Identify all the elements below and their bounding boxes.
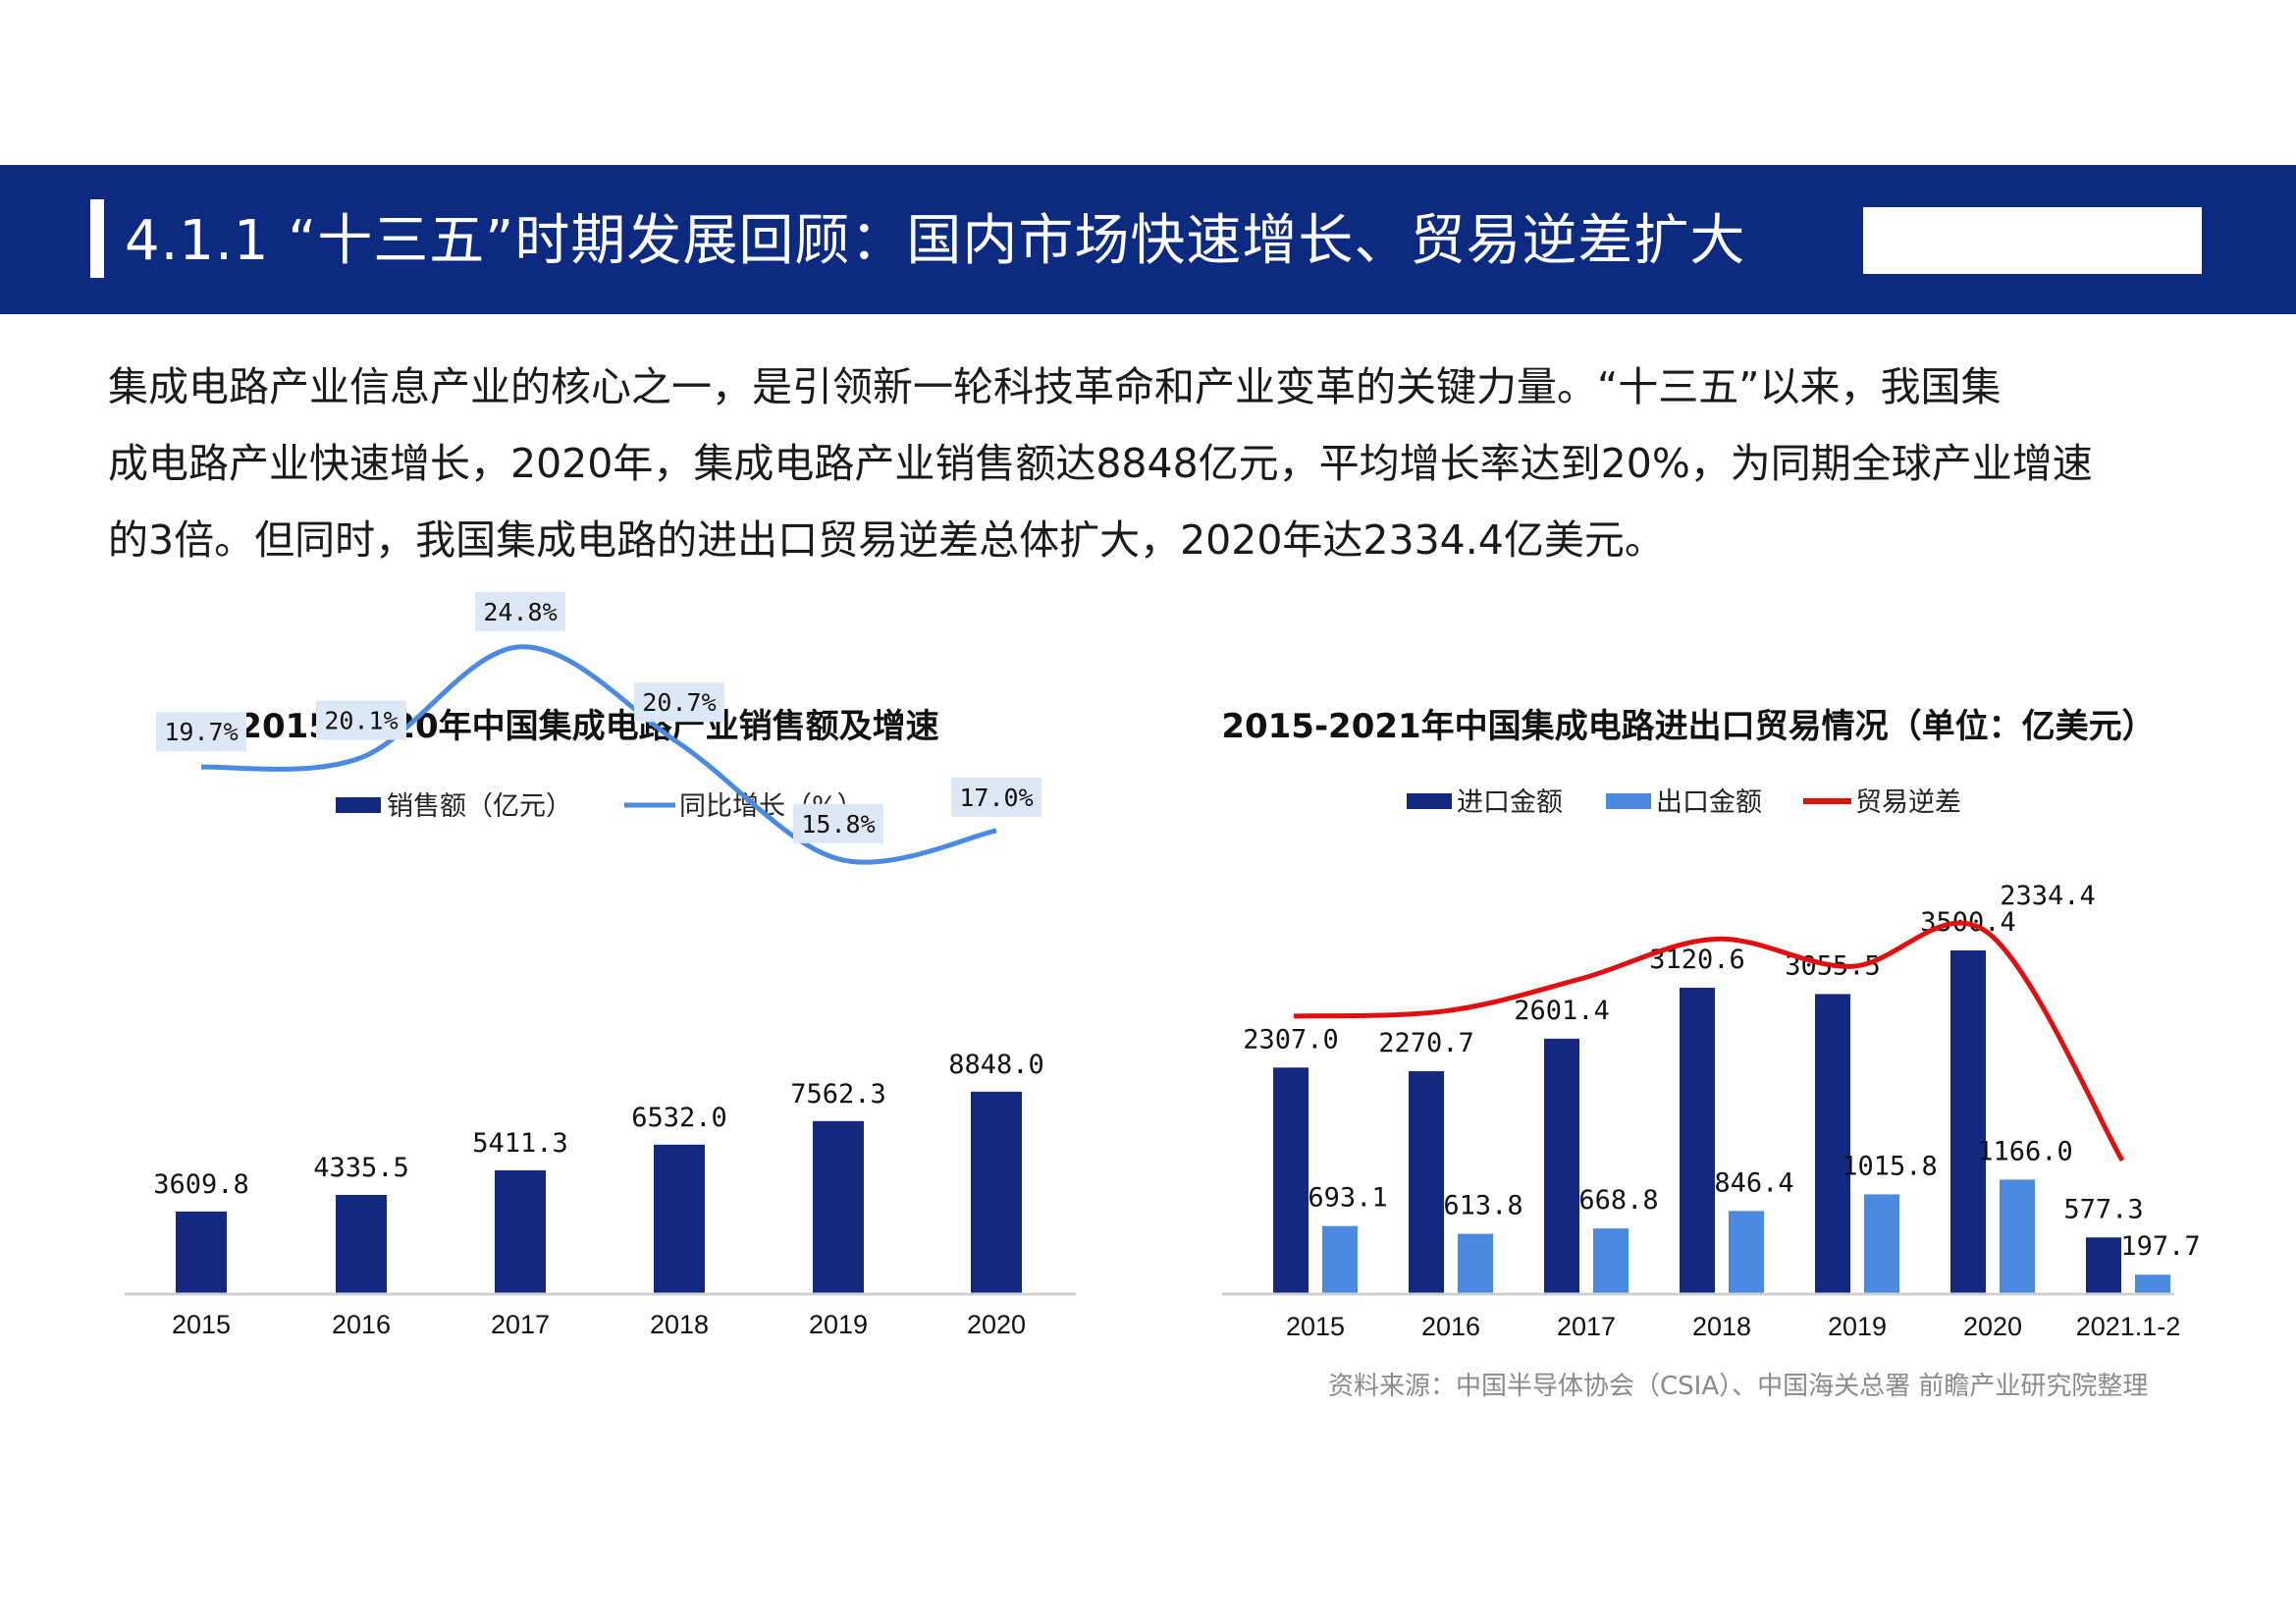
trade-export-label: 1166.0 — [1977, 1136, 2073, 1166]
trade-export-label: 693.1 — [1308, 1183, 1387, 1214]
sales-bar — [176, 1211, 227, 1294]
trade-legend-export-label: 出口金额 — [1656, 787, 1762, 818]
trade-import-bar — [2086, 1237, 2121, 1294]
sales-x-tick-label: 2015 — [172, 1310, 231, 1339]
trade-x-tick-label: 2019 — [1828, 1312, 1887, 1341]
trade-export-label: 613.8 — [1443, 1191, 1522, 1221]
trade-x-tick-label: 2015 — [1286, 1312, 1345, 1341]
trade-import-bar — [1950, 949, 1986, 1294]
sales-chart: 2015-2020年中国集成电路产业销售额及增速 销售额（亿元） 同比增长（%）… — [125, 591, 1076, 1339]
trade-export-bar — [1729, 1211, 1764, 1294]
intro-paragraph: 集成电路产业信息产业的核心之一，是引领新一轮科技革命和产业变革的关键力量。“十三… — [108, 349, 2189, 578]
sales-value-label: 4335.5 — [313, 1153, 409, 1183]
source-note: 资料来源：中国半导体协会（CSIA）、中国海关总署 前瞻产业研究院整理 — [1328, 1372, 2149, 1401]
sales-growth-label-box — [316, 700, 406, 740]
sales-value-label: 3609.8 — [153, 1169, 249, 1200]
sales-bar — [813, 1120, 864, 1294]
trade-deficit-label: 2334.4 — [2000, 881, 2096, 911]
trade-legend-export-swatch — [1606, 793, 1651, 809]
trade-export-bar — [1864, 1194, 1899, 1294]
trade-legend-deficit-label: 贸易逆差 — [1855, 787, 1961, 818]
sales-growth-label-box — [951, 778, 1041, 817]
trade-import-label: 2307.0 — [1243, 1024, 1339, 1055]
sales-legend-bar-label: 销售额（亿元） — [387, 791, 572, 822]
trade-export-bar — [1322, 1225, 1358, 1294]
trade-legend: 进口金额 出口金额 贸易逆差 — [1407, 787, 1961, 818]
sales-growth-label: 15.8% — [801, 810, 875, 839]
sales-bars — [176, 1091, 1022, 1294]
trade-chart-title: 2015-2021年中国集成电路进出口贸易情况（单位：亿美元） — [1221, 707, 2155, 746]
trade-legend-import-swatch — [1407, 793, 1452, 809]
sales-growth-label-box — [156, 712, 246, 752]
trade-import-label: 2270.7 — [1378, 1028, 1474, 1058]
trade-export-label: 1015.8 — [1842, 1151, 1938, 1181]
sales-bar — [971, 1091, 1022, 1294]
trade-x-tick-label: 2018 — [1692, 1312, 1751, 1341]
sales-x-tick-label: 2016 — [332, 1310, 391, 1339]
trade-import-label: 577.3 — [2063, 1194, 2143, 1224]
trade-chart: 2015-2021年中国集成电路进出口贸易情况（单位：亿美元） 进口金额 出口金… — [1221, 707, 2200, 1341]
sales-growth-labels: 19.7% 20.1% 24.8% 20.7% 15.8% 17.0% — [156, 591, 1041, 843]
trade-x-tick-label: 2021.1-2 — [2076, 1312, 2181, 1341]
trade-export-label: 846.4 — [1714, 1167, 1793, 1198]
trade-import-bar — [1544, 1038, 1579, 1294]
sales-legend-bar-swatch — [336, 797, 381, 813]
trade-export-bar — [2135, 1274, 2170, 1294]
sales-bar-labels: 3609.8 4335.5 5411.3 6532.0 7562.3 8848.0 — [153, 1050, 1044, 1200]
trade-export-bar — [1458, 1233, 1493, 1294]
intro-line-3: 的3倍。但同时，我国集成电路的进出口贸易逆差总体扩大，2020年达2334.4亿… — [108, 516, 1665, 564]
trade-x-ticks: 2015 2016 2017 2018 2019 2020 2021.1-2 — [1286, 1312, 2180, 1341]
trade-deficit-labels: 2334.4 — [2000, 881, 2096, 911]
intro-line-1: 集成电路产业信息产业的核心之一，是引领新一轮科技革命和产业变革的关键力量。“十三… — [108, 363, 2002, 410]
trade-import-bar — [1273, 1067, 1308, 1294]
sales-value-label: 8848.0 — [948, 1050, 1044, 1080]
sales-x-ticks: 2015 2016 2017 2018 2019 2020 — [172, 1310, 1026, 1339]
sales-growth-label-box — [475, 591, 565, 631]
title-blank-box — [1863, 207, 2202, 274]
trade-import-bar — [1815, 994, 1850, 1294]
sales-growth-label: 19.7% — [164, 718, 238, 746]
trade-x-tick-label: 2016 — [1421, 1312, 1480, 1341]
trade-export-label: 668.8 — [1578, 1185, 1658, 1216]
trade-export-label: 197.7 — [2120, 1231, 2200, 1262]
trade-deficit-line — [1293, 920, 2125, 1163]
trade-import-bar — [1409, 1070, 1444, 1294]
trade-import-bar — [1680, 987, 1715, 1294]
sales-growth-label: 20.7% — [642, 688, 716, 717]
sales-growth-label: 20.1% — [324, 707, 398, 735]
trade-import-label: 2601.4 — [1514, 996, 1610, 1026]
sales-value-label: 5411.3 — [472, 1128, 568, 1159]
sales-growth-line — [200, 644, 997, 865]
sales-value-label: 7562.3 — [790, 1079, 886, 1110]
sales-growth-label: 17.0% — [959, 784, 1033, 812]
trade-export-bar — [2000, 1179, 2035, 1294]
intro-line-2: 成电路产业快速增长，2020年，集成电路产业销售额达8848亿元，平均增长率达到… — [108, 440, 2093, 487]
sales-bar — [654, 1144, 705, 1294]
sales-bar — [495, 1169, 546, 1294]
title-marker — [90, 199, 104, 278]
sales-x-tick-label: 2017 — [491, 1310, 550, 1339]
sales-growth-label-box — [634, 682, 724, 723]
trade-x-tick-label: 2020 — [1963, 1312, 2022, 1341]
page-title: 4.1.1 “十三五”时期发展回顾：国内市场快速增长、贸易逆差扩大 — [125, 209, 1746, 273]
sales-x-tick-label: 2018 — [650, 1310, 709, 1339]
sales-legend: 销售额（亿元） 同比增长（%） — [336, 791, 864, 822]
trade-bars — [1273, 949, 2170, 1294]
sales-x-tick-label: 2019 — [809, 1310, 868, 1339]
trade-export-bar — [1593, 1228, 1629, 1294]
sales-growth-label-box — [793, 803, 883, 843]
trade-x-tick-label: 2017 — [1557, 1312, 1616, 1341]
trade-bar-labels: 2307.0693.12270.7613.82601.4668.83120.68… — [1243, 907, 2200, 1262]
trade-legend-import-label: 进口金额 — [1457, 787, 1563, 818]
sales-x-tick-label: 2020 — [967, 1310, 1026, 1339]
sales-growth-label: 24.8% — [483, 598, 557, 626]
sales-bar — [336, 1194, 387, 1294]
sales-value-label: 6532.0 — [631, 1103, 727, 1133]
